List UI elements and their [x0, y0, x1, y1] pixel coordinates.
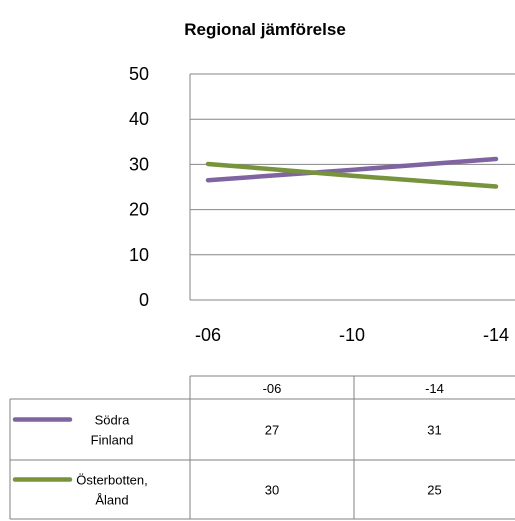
table-cell-0-1: 31 [427, 423, 441, 438]
x-tick-label--14: -14 [483, 325, 509, 345]
y-tick-labels: 0 10 20 30 40 50 [129, 64, 149, 310]
y-tick-label-0: 0 [139, 290, 149, 310]
x-tick-label--10: -10 [339, 325, 365, 345]
legend-label-1-0: Österbotten, [76, 473, 148, 488]
table-header--14: -14 [425, 381, 444, 396]
y-tick-label-20: 20 [129, 200, 149, 220]
axes [189, 74, 515, 301]
y-tick-label-30: 30 [129, 154, 149, 174]
series-line-1 [205, 161, 499, 189]
data-table: -06 -14 Södra Finland 27 31 Österbotten, Åland 3… [9, 375, 515, 520]
series-lines [205, 156, 499, 189]
x-tick-label--06: -06 [195, 325, 221, 345]
gridlines [190, 73, 515, 256]
table-cell-0-0: 27 [265, 423, 279, 438]
legend-label-0-1: Finland [91, 433, 134, 448]
table-cell-1-0: 30 [265, 483, 279, 498]
legend-label-0-0: Södra [95, 413, 130, 428]
legend-label-1-1: Åland [95, 493, 128, 508]
y-tick-label-40: 40 [129, 109, 149, 129]
chart-title: Regional jämförelse [184, 20, 346, 39]
y-tick-label-50: 50 [129, 64, 149, 84]
x-tick-labels: -06 -10 -14 [195, 325, 509, 345]
y-tick-label-10: 10 [129, 245, 149, 265]
table-cell-1-1: 25 [427, 483, 441, 498]
table-header--06: -06 [263, 381, 282, 396]
series-line-0 [205, 156, 499, 183]
